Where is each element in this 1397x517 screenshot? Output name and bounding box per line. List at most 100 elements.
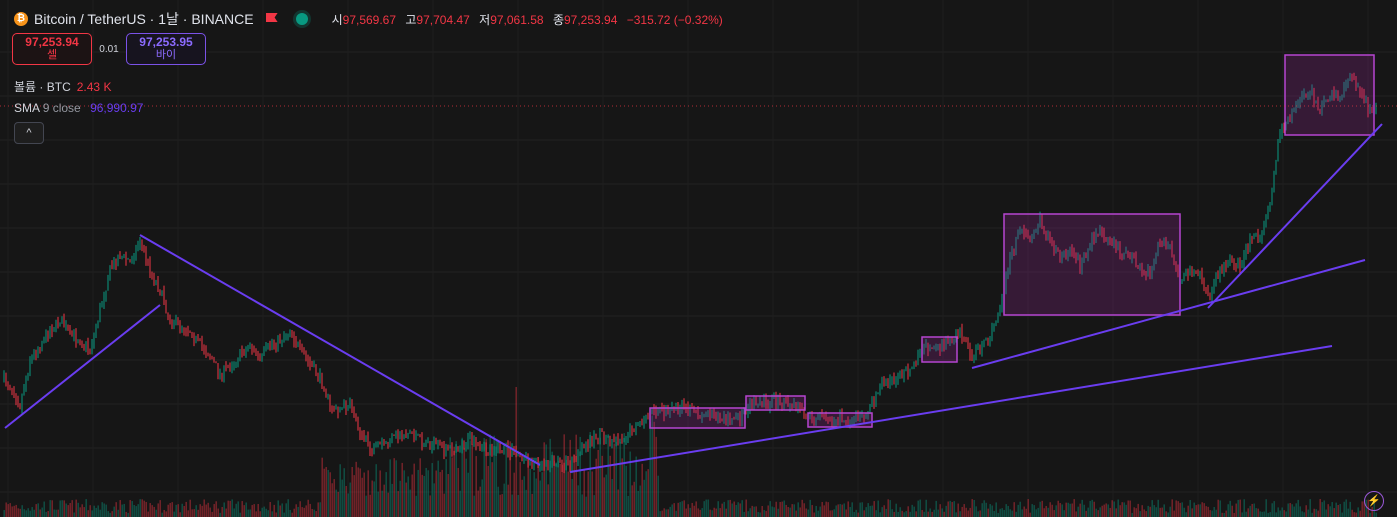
volume-bar — [1097, 510, 1099, 517]
volume-bar — [39, 509, 41, 517]
volume-bar — [1257, 508, 1259, 517]
volume-bar — [1333, 508, 1335, 517]
volume-bar — [495, 440, 497, 517]
volume-bar — [297, 506, 299, 517]
volume-bar — [705, 499, 707, 517]
volume-bar — [167, 504, 169, 517]
volume-bar — [851, 502, 853, 517]
volume-bar — [949, 500, 951, 517]
volume-bar — [447, 474, 449, 517]
volume-bar — [387, 492, 389, 517]
volume-bar — [947, 501, 949, 517]
volume-bar — [191, 509, 193, 517]
volume-bar — [89, 505, 91, 517]
volume-bar — [251, 505, 253, 517]
volume-bar — [57, 509, 59, 517]
volume-bar — [599, 437, 601, 517]
volume-bar — [439, 472, 441, 517]
volume-bar — [449, 437, 451, 517]
volume-bar — [171, 502, 173, 517]
volume-bar — [609, 455, 611, 517]
volume-bar — [279, 505, 281, 517]
volume-bar — [1261, 511, 1263, 517]
volume-bar — [651, 415, 653, 517]
volume-bar — [621, 458, 623, 517]
volume-indicator-legend[interactable]: 볼륨 · BTC 2.43 K — [14, 78, 111, 95]
volume-bar — [1369, 512, 1371, 517]
buy-button[interactable]: 97,253.95 바이 — [126, 33, 206, 65]
quantity-field[interactable]: 0.01 — [99, 43, 119, 55]
volume-bar — [101, 502, 103, 517]
volume-bar — [99, 509, 101, 517]
trendline — [4, 304, 161, 429]
volume-bar — [13, 505, 15, 517]
volume-bar — [141, 499, 143, 517]
ohlc-high: 97,704.47 — [416, 12, 470, 27]
volume-bar — [75, 499, 77, 517]
volume-bar — [549, 438, 551, 517]
volume-bar — [417, 469, 419, 517]
volume-bar — [67, 505, 69, 517]
volume-bar — [1267, 512, 1269, 517]
volume-bar — [193, 509, 195, 517]
volume-bar — [393, 458, 395, 517]
volume-bar — [1149, 506, 1151, 517]
volume-bar — [477, 490, 479, 517]
volume-bar — [1247, 508, 1249, 517]
volume-bar — [1253, 503, 1255, 517]
volume-bar — [675, 510, 677, 517]
sma-indicator-legend[interactable]: SMA 9 close 96,990.97 — [14, 101, 143, 115]
volume-bar — [935, 500, 937, 517]
volume-bar — [121, 504, 123, 517]
volume-bar — [1341, 512, 1343, 517]
volume-bar — [1335, 502, 1337, 517]
volume-bar — [763, 510, 765, 517]
volume-bar — [107, 511, 109, 517]
volume-bar — [1153, 505, 1155, 517]
collapse-legend-button[interactable]: ^ — [14, 122, 44, 144]
volume-bar — [757, 511, 759, 517]
volume-bar — [1055, 505, 1057, 517]
volume-bar — [969, 507, 971, 517]
volume-bar — [63, 500, 65, 517]
volume-bar — [841, 504, 843, 517]
volume-bar — [633, 481, 635, 517]
volume-bar — [231, 499, 233, 517]
volume-bar — [679, 502, 681, 517]
volume-bar — [995, 502, 997, 517]
volume-bar — [587, 471, 589, 517]
volume-bar — [659, 511, 661, 517]
lightning-icon[interactable]: ⚡ — [1364, 491, 1384, 511]
volume-bar — [345, 485, 347, 517]
volume-bar — [117, 509, 119, 517]
symbol-title[interactable]: Bitcoin / TetherUS · 1날 · BINANCE — [34, 11, 254, 27]
volume-bar — [371, 480, 373, 517]
volume-bar — [457, 467, 459, 517]
sell-button[interactable]: 97,253.94 셀 — [12, 33, 92, 65]
volume-bar — [177, 504, 179, 517]
volume-bar — [1221, 512, 1223, 517]
volume-bar — [1339, 504, 1341, 517]
volume-bar — [1129, 500, 1131, 517]
volume-bar — [1365, 499, 1367, 517]
volume-bar — [203, 499, 205, 517]
volume-bar — [533, 472, 535, 517]
symbol-legend: ₿ Bitcoin / TetherUS · 1날 · BINANCE 시97,… — [14, 9, 723, 29]
volume-bar — [845, 509, 847, 517]
volume-bar — [921, 510, 923, 517]
volume-bar — [643, 479, 645, 517]
volume-bar — [837, 504, 839, 517]
volume-bar — [1027, 499, 1029, 517]
volume-bar — [1287, 503, 1289, 517]
volume-bar — [377, 491, 379, 517]
volume-bar — [1323, 500, 1325, 517]
volume-bar — [637, 490, 639, 517]
volume-bar — [931, 511, 933, 517]
flag-icon[interactable] — [266, 13, 278, 25]
volume-bar — [403, 470, 405, 517]
volume-bar — [667, 509, 669, 517]
volume-bar — [1133, 507, 1135, 517]
volume-bar — [335, 489, 337, 517]
volume-bar — [669, 506, 671, 517]
